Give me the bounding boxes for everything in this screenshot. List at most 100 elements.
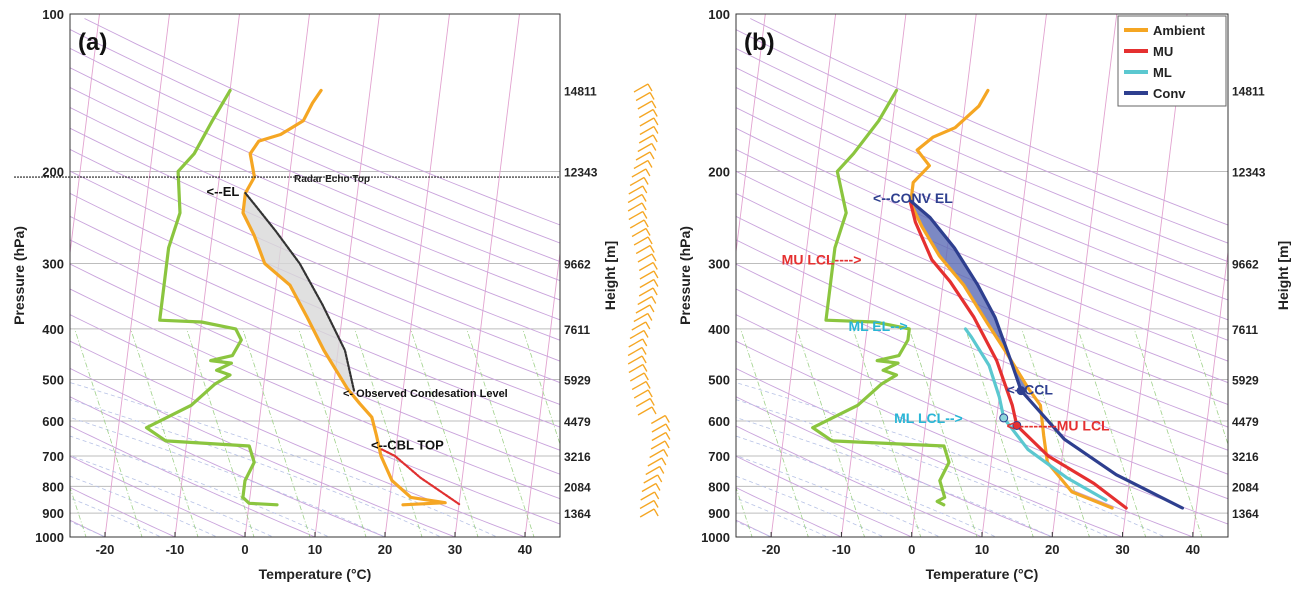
wind-barb-flag: [650, 152, 654, 159]
height-tick-label: 7611: [564, 323, 590, 337]
height-tick-label: 1364: [564, 507, 591, 521]
y-tick-label: 800: [708, 479, 730, 494]
x-tick-label: 20: [378, 542, 392, 557]
wind-barb: [639, 288, 653, 296]
y-axis-label: Pressure (hPa): [677, 226, 693, 325]
height-tick-label: 5929: [1232, 374, 1259, 388]
y-tick-label: 600: [42, 414, 64, 429]
wind-barb-flag: [654, 280, 658, 287]
wind-barb-flag: [660, 467, 664, 474]
mixing-ratio-line: [131, 329, 202, 548]
height-tick-label: 9662: [564, 258, 591, 272]
y-tick-label: 500: [42, 373, 64, 388]
moist-adiabat: [0, 148, 129, 549]
wind-barb: [640, 509, 654, 517]
x-tick-label: 40: [1186, 542, 1200, 557]
wind-barb-flag: [642, 356, 646, 363]
wind-barb: [640, 280, 654, 288]
cape-shading: [243, 193, 354, 391]
x-tick-label: -10: [166, 542, 185, 557]
height-tick-label: 3216: [564, 450, 591, 464]
isotherm-line: [770, 2, 837, 548]
height-tick-label: 2084: [564, 480, 591, 494]
y-tick-label: 400: [42, 322, 64, 337]
wind-barb: [638, 407, 652, 415]
wind-barb: [639, 110, 653, 118]
wind-barb: [628, 356, 642, 364]
annotation-label: <- Observed Condesation Level: [343, 388, 508, 400]
wind-barb-flag: [652, 101, 656, 108]
wind-barb-flag: [644, 373, 648, 380]
moist-adiabat: [0, 148, 1020, 549]
dry-adiabat: [55, 19, 937, 549]
moist-adiabat: [0, 148, 241, 549]
x-tick-label: 10: [975, 542, 989, 557]
wind-barb: [648, 458, 662, 466]
y-tick-label: 100: [42, 7, 64, 22]
wind-barb: [640, 271, 654, 279]
height-tick-label: 12343: [564, 165, 598, 179]
y-tick-label: 200: [42, 164, 64, 179]
wind-barb: [628, 348, 642, 356]
wind-barb-flag: [665, 441, 669, 448]
wind-barb-flag: [655, 492, 659, 499]
moist-adiabat: [0, 148, 521, 549]
y-tick-label: 1000: [35, 530, 64, 545]
annotation-label: <--CONV EL: [873, 190, 953, 206]
wind-barb: [629, 365, 643, 373]
x-tick-label: 10: [308, 542, 322, 557]
wind-barbs: [628, 84, 670, 517]
wind-barb: [632, 322, 646, 330]
wind-barb: [646, 467, 660, 475]
wind-barb-flag: [646, 229, 650, 236]
isotherm-line: [454, 2, 521, 548]
y-tick-label: 600: [708, 414, 730, 429]
x-tick-label: -10: [832, 542, 851, 557]
wind-barb-flag: [650, 399, 654, 406]
wind-barb: [634, 161, 648, 169]
wind-barb-flag: [644, 178, 648, 185]
wind-barb: [629, 212, 643, 220]
legend-label: Conv: [1153, 86, 1186, 101]
mixing-ratio-line: [797, 329, 868, 548]
height-tick-label: 14811: [1232, 84, 1265, 98]
isotherm-line: [104, 2, 171, 548]
x-axis-label: Temperature (°C): [926, 566, 1039, 582]
wind-barb-flag: [665, 416, 669, 423]
dry-adiabat: [0, 19, 58, 549]
wind-barb: [636, 399, 650, 407]
wind-barb-flag: [646, 169, 650, 176]
mixing-ratio-line: [909, 329, 980, 548]
height-tick-label: 4479: [1232, 415, 1259, 429]
mixing-ratio-line: [467, 329, 538, 548]
wind-barb-flag: [644, 331, 648, 338]
y-tick-label: 400: [708, 322, 730, 337]
wind-barb-flag: [654, 271, 658, 278]
wind-barb-flag: [664, 450, 668, 457]
height-tick-label: 3216: [1232, 450, 1259, 464]
height-tick-label: 2084: [1232, 480, 1259, 494]
x-tick-label: 40: [518, 542, 532, 557]
wind-barb-flag: [646, 382, 650, 389]
annotation-label: ML EL-->: [848, 318, 907, 334]
wind-barb: [636, 305, 650, 313]
dry-adiabat: [0, 19, 980, 549]
y-tick-label: 900: [708, 506, 730, 521]
y-tick-label: 300: [708, 257, 730, 272]
annotation-label: ML LCL-->: [894, 410, 963, 426]
wind-barb: [630, 373, 644, 381]
isotherm-line: [207, 2, 274, 548]
wind-barb-flag: [652, 254, 656, 261]
dry-adiabat: [0, 19, 200, 549]
wind-barb: [628, 195, 642, 203]
wind-barb: [644, 475, 658, 483]
wind-barb: [652, 424, 666, 432]
y-tick-label: 100: [708, 7, 730, 22]
x-tick-label: 20: [1045, 542, 1059, 557]
wind-barb-flag: [648, 390, 652, 397]
dry-adiabat: [0, 19, 271, 549]
moist-adiabat: [0, 148, 185, 549]
mixing-ratio-line: [965, 329, 1036, 548]
wind-barb-flag: [653, 263, 657, 270]
panel-label: (b): [744, 29, 775, 56]
